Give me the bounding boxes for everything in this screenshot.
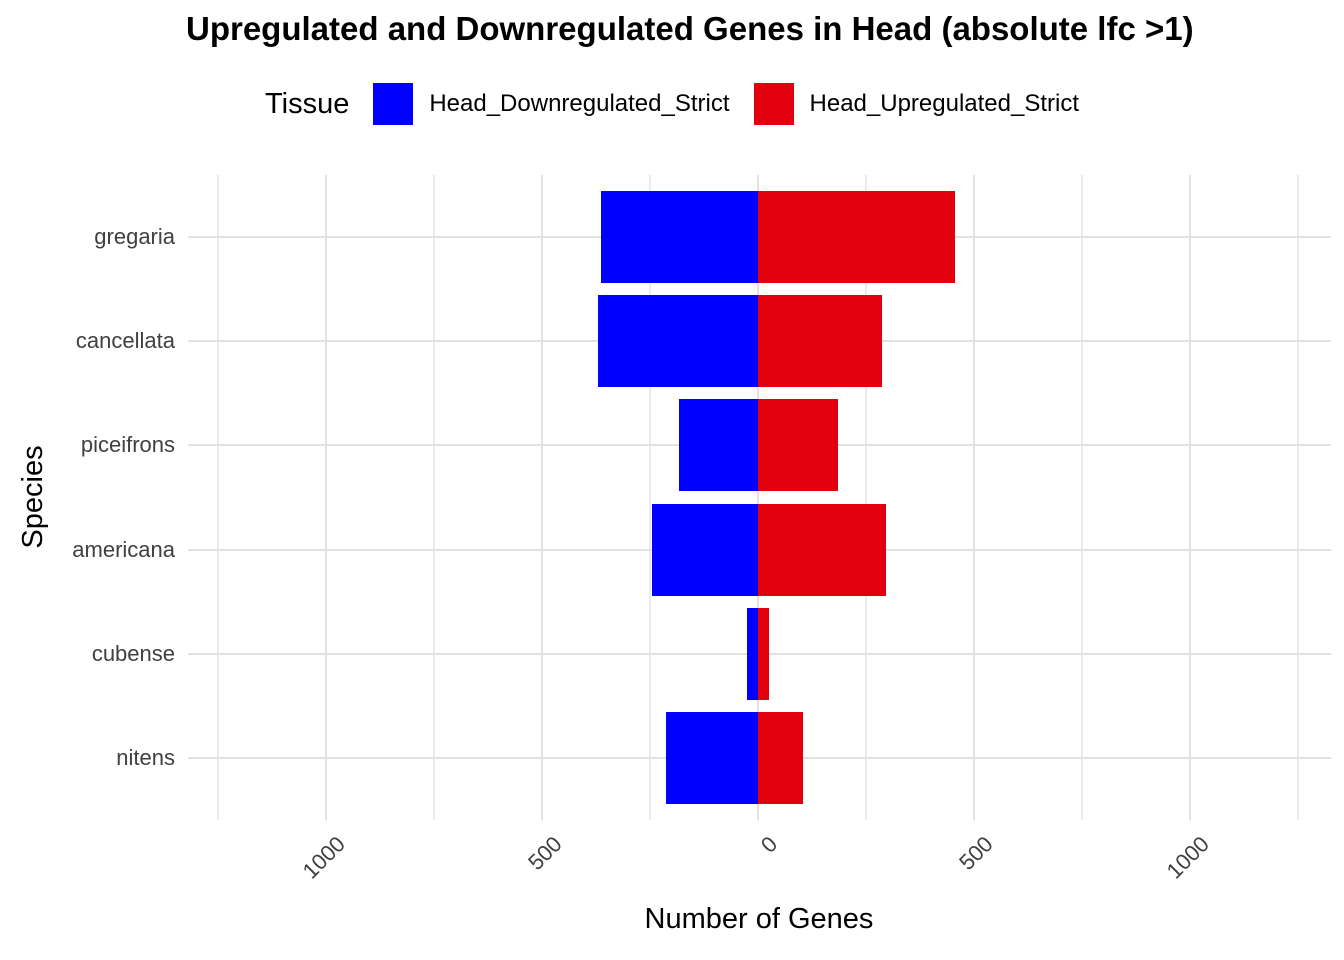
y-tick-label-americana: americana xyxy=(72,536,175,562)
y-tick-label-cubense: cubense xyxy=(91,640,175,666)
legend-label-downregulated: Head_Downregulated_Strict xyxy=(429,90,730,117)
plot-panel xyxy=(188,175,1331,820)
bar-up-cancellata xyxy=(758,295,882,388)
x-tick-label-0: 0 xyxy=(755,831,783,858)
gridline-minor-x-250 xyxy=(865,175,867,820)
bar-up-gregaria xyxy=(758,191,955,284)
gridline-minor-x--1250 xyxy=(217,175,219,820)
legend-title: Tissue xyxy=(264,87,350,120)
gridline-major-x--500 xyxy=(541,175,544,820)
y-tick-label-cancellata: cancellata xyxy=(75,328,175,354)
x-tick-label--1000: 1000 xyxy=(297,831,351,884)
legend-entry-downregulated: Head_Downregulated_Strict xyxy=(373,83,730,125)
bar-down-gregaria xyxy=(600,191,759,284)
bar-down-americana xyxy=(651,503,759,596)
x-axis-title: Number of Genes xyxy=(644,903,874,935)
y-tick-label-piceifrons: piceifrons xyxy=(80,432,175,458)
gridline-major-x-1000 xyxy=(1189,175,1192,820)
bar-up-cubense xyxy=(758,607,769,700)
bar-up-nitens xyxy=(758,711,803,804)
legend-swatch-upregulated xyxy=(753,83,794,125)
x-tick-label-500: 500 xyxy=(954,831,999,875)
y-tick-label-gregaria: gregaria xyxy=(94,224,175,250)
y-axis-title: Species xyxy=(17,445,49,549)
gridline-minor-x--750 xyxy=(433,175,435,820)
gridline-major-x--1000 xyxy=(325,175,328,820)
bar-down-cancellata xyxy=(598,295,759,388)
x-tick-label-1000: 1000 xyxy=(1161,831,1215,884)
bar-up-americana xyxy=(758,503,887,596)
bar-down-cubense xyxy=(746,607,759,700)
legend-entry-upregulated: Head_Upregulated_Strict xyxy=(753,83,1080,125)
y-tick-label-nitens: nitens xyxy=(116,744,175,770)
bar-up-piceifrons xyxy=(758,399,839,492)
gridline-major-x-0 xyxy=(757,175,760,820)
gridline-minor-x--250 xyxy=(649,175,651,820)
bar-down-piceifrons xyxy=(679,399,759,492)
chart-title: Upregulated and Downregulated Genes in H… xyxy=(186,10,1194,47)
legend-label-upregulated: Head_Upregulated_Strict xyxy=(809,90,1080,117)
x-tick-label--500: 500 xyxy=(522,831,567,875)
gridline-minor-x-1250 xyxy=(1297,175,1299,820)
bar-down-nitens xyxy=(666,711,759,804)
legend: Tissue Head_Downregulated_Strict Head_Up… xyxy=(0,78,1344,130)
gridline-minor-x-750 xyxy=(1081,175,1083,820)
gridline-major-x-500 xyxy=(973,175,976,820)
legend-swatch-downregulated xyxy=(373,83,414,125)
